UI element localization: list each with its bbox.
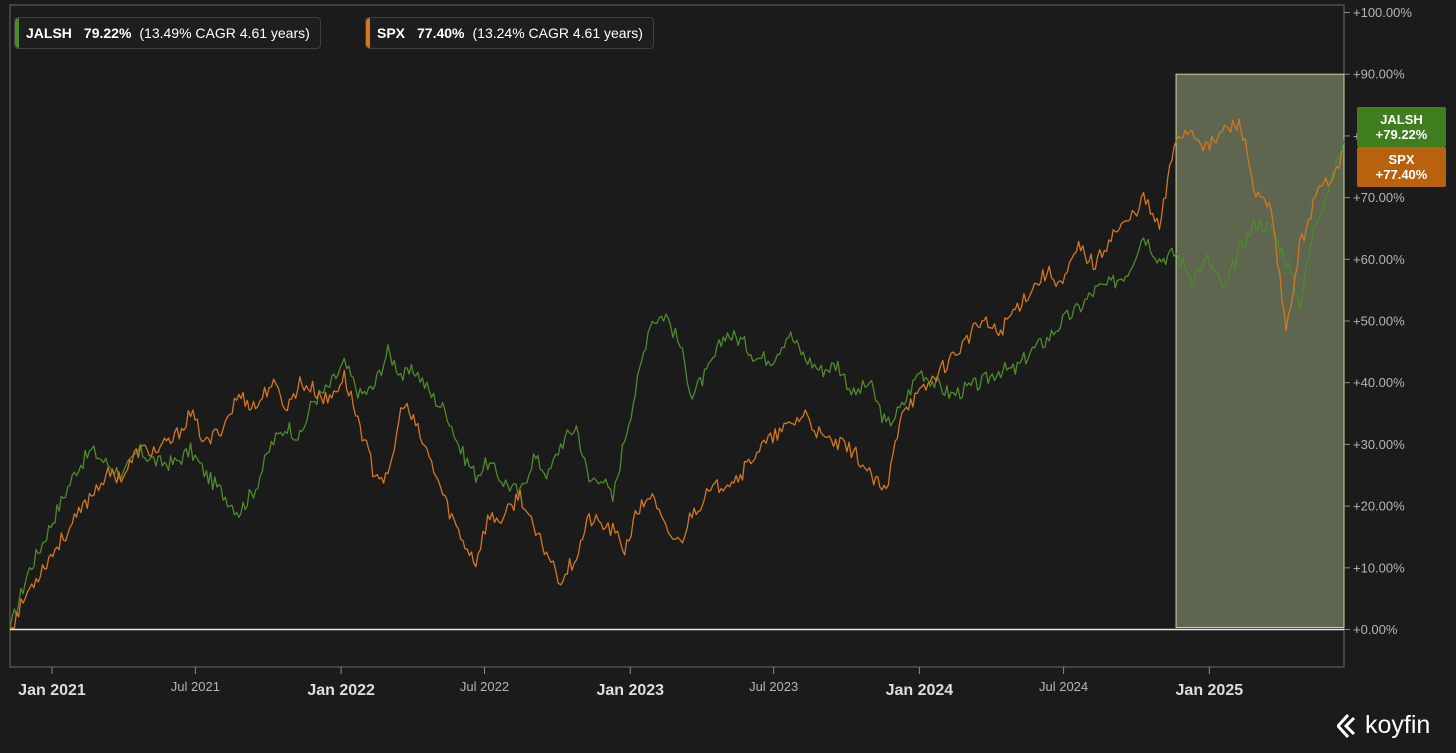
y-tick-label: +70.00% [1353, 190, 1405, 205]
last-value-tag-spx: SPX +77.40% [1357, 147, 1446, 187]
tag-jalsh-value: +79.22% [1375, 127, 1428, 142]
x-tick-label: Jan 2021 [18, 682, 86, 699]
x-tick-label: Jan 2022 [307, 682, 375, 699]
koyfin-logo-text: koyfin [1365, 711, 1431, 739]
y-tick-label: +60.00% [1353, 252, 1405, 267]
legend-spx-swatch [366, 18, 370, 48]
legend-jalsh[interactable]: JALSH 79.22% (13.49% CAGR 4.61 years) [14, 17, 321, 49]
legend-jalsh-name: JALSH [26, 25, 72, 41]
legend-spx-value: 77.40% [417, 25, 465, 41]
legend-jalsh-cagr: (13.49% CAGR 4.61 years) [139, 25, 310, 41]
legend-spx[interactable]: SPX 77.40% (13.24% CAGR 4.61 years) [365, 17, 654, 49]
legend-jalsh-value: 79.22% [83, 25, 132, 41]
last-value-tag-jalsh: JALSH +79.22% [1357, 107, 1446, 147]
y-tick-label: +20.00% [1353, 499, 1405, 514]
x-tick-label: Jul 2022 [460, 679, 509, 694]
koyfin-logo: koyfin [1337, 711, 1430, 740]
y-tick-label: +0.00% [1353, 622, 1398, 637]
series-line-spx [9, 118, 1345, 631]
koyfin-logo-icon [1337, 713, 1356, 738]
y-tick-label: +50.00% [1353, 314, 1405, 329]
series-line-jalsh [9, 140, 1345, 630]
x-tick-label: Jan 2024 [886, 682, 954, 699]
y-tick-label: +30.00% [1353, 437, 1405, 452]
tag-spx-value: +77.40% [1375, 167, 1428, 182]
y-tick-label: +40.00% [1353, 375, 1405, 390]
highlight-region [1175, 73, 1345, 628]
legend-spx-name: SPX [377, 25, 406, 41]
x-tick-label: Jan 2023 [596, 682, 664, 699]
y-tick-label: +10.00% [1353, 560, 1405, 575]
x-tick-label: Jul 2023 [749, 679, 798, 694]
tag-spx-name: SPX [1388, 152, 1415, 167]
x-tick-label: Jul 2024 [1039, 679, 1088, 694]
legend-jalsh-swatch [15, 18, 19, 48]
legend-spx-cagr: (13.24% CAGR 4.61 years) [472, 25, 643, 41]
tag-jalsh-name: JALSH [1380, 112, 1423, 127]
x-tick-label: Jul 2021 [171, 679, 220, 694]
y-tick-label: +100.00% [1353, 5, 1412, 20]
y-tick-label: +90.00% [1353, 67, 1405, 82]
x-tick-label: Jan 2025 [1176, 682, 1244, 699]
